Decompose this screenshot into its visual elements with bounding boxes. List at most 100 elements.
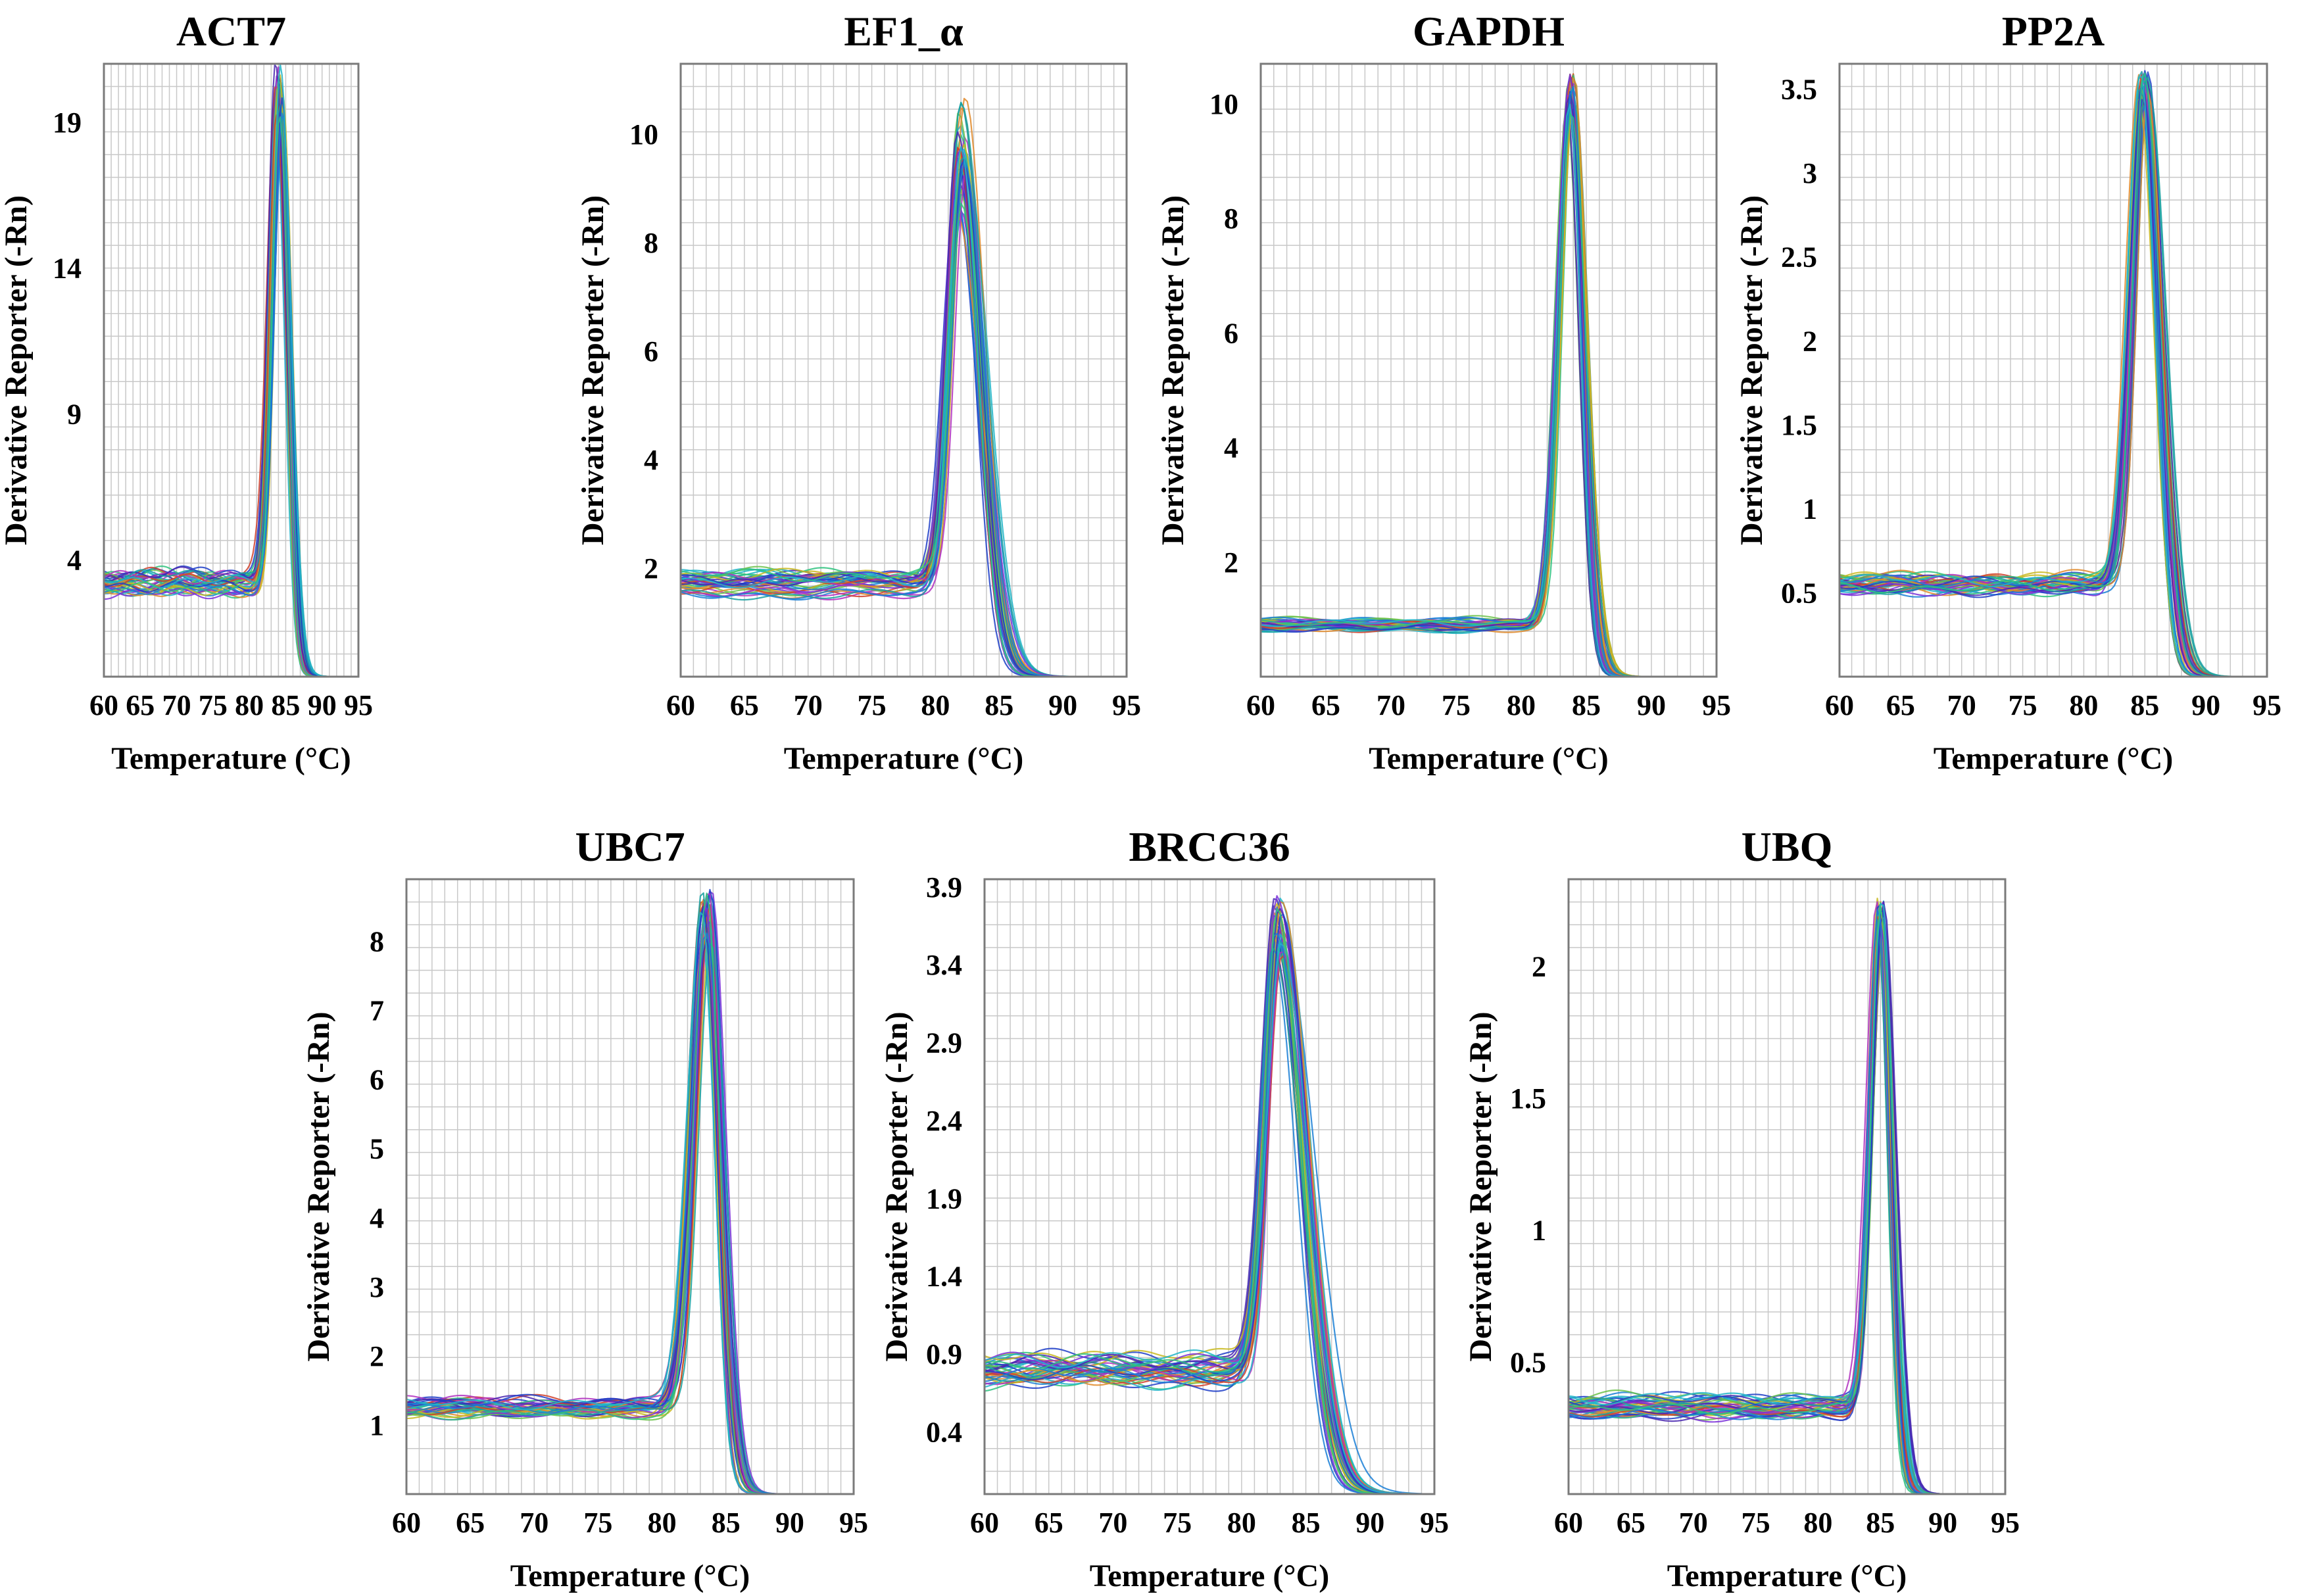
y-tick-label: 2.4 [926,1105,962,1137]
chart-title: UBQ [1742,823,1833,870]
y-tick-label: 5 [370,1133,384,1165]
y-tick-label: 1.5 [1510,1082,1546,1115]
x-tick-label: 70 [520,1507,548,1539]
x-tick-label: 95 [1112,689,1141,721]
y-tick-label: 4 [1224,432,1238,464]
x-tick-label: 80 [648,1507,677,1539]
x-tick-label: 70 [162,689,191,721]
series-line [406,943,829,1495]
y-axis-label: Derivative Reporter (-Rn) [1463,1011,1498,1361]
series-line [1839,76,2255,678]
x-tick-label: 95 [1991,1507,2020,1539]
y-axis-label: Derivative Reporter (-Rn) [1734,195,1769,545]
x-tick-label: 85 [712,1507,741,1539]
series-line [103,63,344,678]
y-tick-label: 2 [1224,546,1238,579]
x-tick-label: 75 [199,689,228,721]
x-tick-label: 70 [794,689,823,721]
y-tick-label: 2 [1532,950,1546,982]
y-tick-label: 2 [370,1340,384,1372]
y-tick-label: 14 [53,253,82,285]
series-line [680,160,1114,678]
x-tick-label: 95 [344,689,373,721]
y-tick-label: 0.9 [926,1338,962,1370]
chart-panel: 60 65 70 75 80 85 90 95 2 4 6 8 10 EF1_α Temperature (… [575,8,1141,776]
x-tick-label: 80 [921,689,950,721]
y-tick-label: 2.9 [926,1027,962,1059]
y-axis-label: Derivative Reporter (-Rn) [575,195,610,545]
y-tick-label: 3 [370,1271,384,1303]
y-tick-label: 2.5 [1781,241,1817,274]
x-tick-label: 60 [1825,689,1854,721]
x-tick-label: 85 [1572,689,1601,721]
y-tick-label: 1 [1803,493,1817,525]
y-tick-label: 1 [1532,1215,1546,1247]
series-line [1839,94,2255,678]
x-tick-label: 95 [1702,689,1731,721]
chart-panel: 60 65 70 75 80 85 90 95 0.5 1 1.5 2 2.5 3 3.5 PP2A Tempe… [1734,8,2281,776]
series-line [984,901,1422,1495]
plot-frame [405,878,855,1495]
x-axis-label: Temperature (°C) [1090,1559,1329,1593]
x-tick-label: 70 [1679,1507,1708,1539]
x-tick-label: 95 [839,1507,868,1539]
series-line [1260,112,1678,678]
x-tick-label: 90 [308,689,337,721]
x-tick-label: 90 [1637,689,1666,721]
series-line [1839,76,2255,678]
series-line [1260,103,1678,678]
x-tick-label: 60 [1554,1507,1583,1539]
y-tick-label: 3 [1803,157,1817,189]
x-tick-label: 80 [235,689,264,721]
y-tick-label: 2 [644,552,658,585]
x-tick-label: 90 [1928,1507,1957,1539]
series-line [406,917,829,1495]
series-line [103,97,344,678]
y-tick-label: 8 [370,926,384,958]
series-line [984,913,1422,1495]
grid [984,879,1435,1495]
series-line [1260,85,1678,678]
chart-title: UBC7 [575,823,685,870]
y-tick-label: 2 [1803,325,1817,357]
chart-panel: 60 65 70 75 80 85 90 95 0.5 1 1.5 2 UBQ Temperature (… [1463,823,2020,1593]
chart-title: ACT7 [176,8,286,55]
x-tick-label: 60 [89,689,118,721]
chart-title: EF1_α [844,8,963,55]
x-axis-label: Temperature (°C) [111,741,351,776]
series-group [103,63,344,678]
x-tick-label: 65 [1886,689,1915,721]
x-tick-label: 85 [271,689,300,721]
y-tick-label: 4 [644,444,658,476]
y-tick-label: 8 [644,227,658,259]
series-line [1839,95,2255,678]
y-axis-label: Derivative Reporter (-Rn) [301,1011,336,1361]
series-line [984,948,1422,1495]
chart-title: PP2A [2002,8,2105,55]
x-tick-label: 65 [1311,689,1340,721]
x-tick-label: 85 [1292,1507,1321,1539]
x-tick-label: 65 [126,689,155,721]
y-tick-label: 6 [1224,317,1238,349]
y-tick-label: 10 [629,118,658,151]
x-tick-label: 85 [985,689,1013,721]
x-tick-label: 60 [666,689,695,721]
x-tick-label: 85 [1866,1507,1895,1539]
y-tick-label: 7 [370,995,384,1027]
x-axis-label: Temperature (°C) [784,741,1023,776]
y-tick-label: 10 [1209,88,1238,120]
x-tick-label: 90 [775,1507,804,1539]
grid [1260,63,1717,677]
x-tick-label: 70 [1377,689,1405,721]
series-line [1839,72,2255,678]
x-tick-label: 80 [1227,1507,1256,1539]
plot-frame [1567,878,2007,1495]
series-line [103,116,344,678]
chart-panel: 60 65 70 75 80 85 90 95 4 9 14 19 ACT7 Temperature (°… [0,8,373,776]
chart-panel: 60 65 70 75 80 85 90 95 0.4 0.9 1.4 1.9 2.4 2.9 3.4 3.9… [879,823,1449,1593]
x-tick-label: 80 [2069,689,2098,721]
y-axis-label: Derivative Reporter (-Rn) [0,195,34,545]
plot-frame [1838,62,2268,678]
x-tick-label: 75 [1742,1507,1770,1539]
